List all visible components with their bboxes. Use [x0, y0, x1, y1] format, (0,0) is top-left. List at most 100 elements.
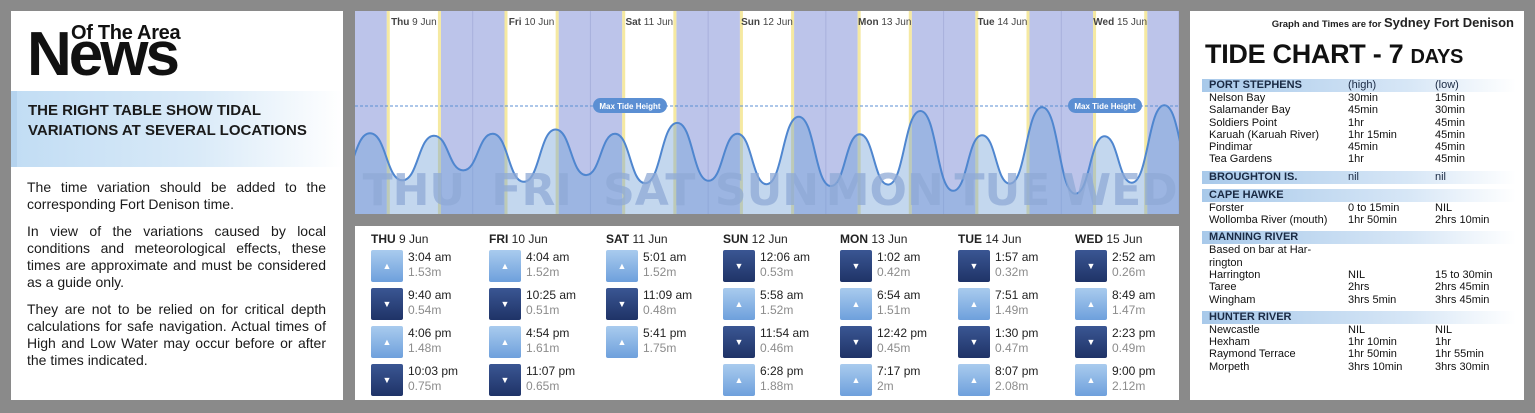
tide-height: 1.51m [877, 303, 911, 317]
low-variation: 45min [1435, 141, 1465, 154]
tide-time: 8:49 am [1112, 288, 1156, 302]
high-variation: 1hr 10min [1348, 336, 1397, 349]
high-variation: 3hrs 10min [1348, 360, 1403, 373]
tide-height: 0.54m [408, 303, 442, 317]
graph-note-prefix: Graph and Times are for [1271, 19, 1382, 30]
max-tide-pill [1068, 98, 1142, 113]
arrow-up-icon: ▲ [617, 337, 627, 347]
info-paragraph: They are not to be relied on for critica… [27, 301, 326, 368]
location-name: Morpeth [1209, 360, 1250, 373]
low-tide-icon: ▼ [958, 250, 990, 282]
tide-entry: ▲ 7:17 pm 2m [840, 364, 950, 398]
sunset-edge [1144, 11, 1148, 214]
day-name: MON [840, 232, 868, 246]
high-variation: 1hr [1348, 116, 1364, 129]
location-name: Newcastle [1209, 323, 1260, 336]
low-tide-icon: ▼ [489, 288, 521, 320]
tide-time: 12:42 pm [877, 326, 928, 340]
low-tide-icon: ▼ [371, 288, 403, 320]
high-tide-icon: ▲ [371, 326, 403, 358]
max-tide-pill [593, 98, 667, 113]
section-header: HUNTER RIVER [1202, 310, 1516, 324]
section-name: HUNTER RIVER [1209, 310, 1292, 323]
location-row: Pindimar 45min 45min [1202, 141, 1516, 153]
high-variation: NIL [1348, 268, 1366, 281]
location-name: Forster [1209, 201, 1244, 214]
location-name: Pindimar [1209, 141, 1253, 154]
day-date: 10 Jun [508, 232, 548, 246]
arrow-down-icon: ▼ [500, 375, 510, 385]
location-name: Harrington [1209, 268, 1261, 281]
tide-height: 2.08m [995, 379, 1029, 393]
section-header: BROUGHTON IS. nil nil [1202, 170, 1516, 184]
tide-height: 1.75m [643, 341, 677, 355]
day-label: Sun 12 Jun [741, 17, 793, 28]
high-variation: 1hr 50min [1348, 348, 1397, 361]
location-row: Tea Gardens 1hr 45min [1202, 153, 1516, 165]
sunset-edge [555, 11, 559, 214]
tide-entry: ▲ 5:01 am 1.52m [606, 250, 716, 284]
tide-entry: ▲ 4:04 am 1.52m [489, 250, 599, 284]
location-name: Based on bar at Har- [1209, 244, 1312, 257]
tide-entry: ▼ 10:03 pm 0.75m [371, 364, 481, 398]
arrow-down-icon: ▼ [734, 337, 744, 347]
tide-entry: ▼ 2:52 am 0.26m [1075, 250, 1185, 284]
section-name: CAPE HAWKE [1209, 188, 1284, 201]
day-header: WED 15 Jun [1075, 232, 1142, 246]
tide-entry: ▼ 9:40 am 0.54m [371, 288, 481, 322]
tide-time: 3:04 am [408, 250, 452, 264]
tide-time: 5:58 am [760, 288, 804, 302]
location-row: Nelson Bay 30min 15min [1202, 92, 1516, 104]
tide-height: 1.52m [760, 303, 794, 317]
low-variation: 3hrs 30min [1435, 360, 1490, 373]
graph-location-note: Graph and Times are for Sydney Fort Deni… [1272, 15, 1514, 30]
low-variation: 3hrs 45min [1435, 293, 1490, 306]
high-tide-icon: ▲ [840, 364, 872, 396]
tide-time: 10:25 am [526, 288, 577, 302]
tide-height: 1.48m [408, 341, 442, 355]
tide-entry: ▼ 11:54 am 0.46m [723, 326, 833, 360]
day-label: Tue 14 Jun [977, 17, 1027, 28]
low-tide-icon: ▼ [958, 326, 990, 358]
tide-height: 1.49m [995, 303, 1029, 317]
section-low-label: (low) [1435, 79, 1459, 91]
tide-graph: Max Tide Height Max Tide Height Thu 9 Jun T… [355, 11, 1179, 214]
high-variation: 3hrs 5min [1348, 293, 1397, 306]
max-tide-label: Max Tide Height [1074, 102, 1136, 111]
tide-time: 11:54 am [760, 326, 810, 340]
arrow-down-icon: ▼ [500, 299, 510, 309]
sunrise-edge [386, 11, 390, 214]
low-variation: NIL [1435, 323, 1453, 336]
location-name: Taree [1209, 281, 1237, 294]
location-name: Salamander Bay [1209, 104, 1291, 117]
arrow-down-icon: ▼ [969, 261, 979, 271]
tide-chart-title: TIDE CHART - 7 DAYS [1205, 39, 1463, 70]
section-high-label: nil [1348, 170, 1360, 183]
tide-time: 11:09 am [643, 288, 693, 302]
location-name: Karuah (Karuah River) [1209, 128, 1320, 141]
tide-entry: ▲ 8:07 pm 2.08m [958, 364, 1068, 398]
day-date: 12 Jun [748, 232, 788, 246]
low-variation: 2hrs 45min [1435, 281, 1490, 294]
tide-time: 4:04 am [526, 250, 570, 264]
low-variation: 45min [1435, 153, 1465, 166]
tide-time: 12:06 am [760, 250, 811, 264]
day-header: SUN 12 Jun [723, 232, 788, 246]
tide-height: 0.26m [1112, 265, 1146, 279]
tide-height: 2m [877, 379, 894, 393]
high-tide-icon: ▲ [723, 364, 755, 396]
high-tide-icon: ▲ [489, 326, 521, 358]
sunset-edge [437, 11, 441, 214]
high-tide-icon: ▲ [1075, 288, 1107, 320]
tide-time: 2:23 pm [1112, 326, 1156, 340]
arrow-down-icon: ▼ [617, 299, 627, 309]
high-variation: 2hrs [1348, 281, 1370, 294]
tide-entry: ▲ 4:06 pm 1.48m [371, 326, 481, 360]
day-header: FRI 10 Jun [489, 232, 548, 246]
high-variation: 1hr [1348, 153, 1364, 166]
high-variation: 30min [1348, 92, 1378, 104]
tide-chart-title-days: DAYS [1410, 46, 1464, 68]
high-variation: 45min [1348, 141, 1378, 154]
location-row: Raymond Terrace 1hr 50min 1hr 55min [1202, 348, 1516, 360]
low-tide-icon: ▼ [840, 250, 872, 282]
